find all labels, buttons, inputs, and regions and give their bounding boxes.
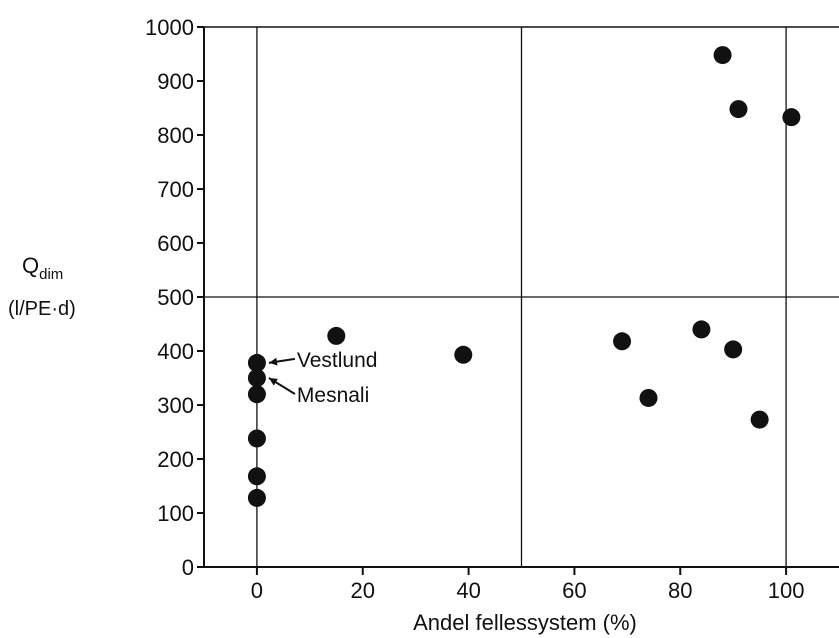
data-point bbox=[247, 429, 266, 448]
y-tick-label: 900 bbox=[157, 69, 194, 94]
annotation-arrowhead bbox=[268, 378, 278, 386]
x-tick-label: 80 bbox=[668, 578, 692, 603]
data-point bbox=[247, 353, 266, 372]
data-point bbox=[247, 467, 266, 486]
y-tick-label: 800 bbox=[157, 123, 194, 148]
data-point bbox=[692, 320, 711, 339]
axes bbox=[197, 26, 839, 575]
x-axis-title: Andel fellessystem (%) bbox=[413, 610, 637, 635]
data-point bbox=[729, 100, 748, 119]
y-tick-label: 600 bbox=[157, 231, 194, 256]
data-point bbox=[247, 488, 266, 507]
data-point bbox=[247, 369, 266, 387]
data-point bbox=[782, 108, 801, 127]
y-tick-label: 300 bbox=[157, 393, 194, 418]
x-tick-label: 0 bbox=[251, 578, 263, 603]
annotations: Vestlund Mesnali bbox=[268, 349, 378, 407]
data-point bbox=[750, 410, 769, 429]
y-tick-label: 1000 bbox=[145, 15, 194, 40]
y-tick-label: 700 bbox=[157, 177, 194, 202]
annotation-label: Vestlund bbox=[297, 349, 378, 372]
data-point bbox=[454, 345, 473, 364]
y-tick-label: 0 bbox=[182, 555, 194, 580]
y-axis-unit: (l/PE·d) bbox=[8, 298, 76, 320]
tick-labels: 0 100 200 300 400 500 600 700 800 900 1000 0 20 40 60 8… bbox=[145, 15, 804, 603]
data-point bbox=[713, 46, 732, 65]
y-tick-label: 400 bbox=[157, 339, 194, 364]
data-points bbox=[247, 46, 801, 507]
y-axis-title-subscript: dim bbox=[39, 266, 63, 283]
annotation-arrowhead bbox=[268, 357, 278, 366]
y-tick-label: 100 bbox=[157, 501, 194, 526]
data-point bbox=[724, 340, 743, 359]
y-axis-title: Qdim bbox=[22, 253, 63, 283]
x-tick-label: 100 bbox=[768, 578, 805, 603]
x-tick-label: 60 bbox=[562, 578, 586, 603]
data-point bbox=[639, 388, 658, 407]
data-point bbox=[247, 385, 266, 404]
x-tick-label: 40 bbox=[456, 578, 480, 603]
y-axis-title-main: Q bbox=[22, 253, 39, 278]
data-point bbox=[327, 326, 346, 345]
x-tick-label: 20 bbox=[351, 578, 375, 603]
y-tick-label: 500 bbox=[157, 285, 194, 310]
annotation-label: Mesnali bbox=[297, 384, 369, 407]
data-point bbox=[613, 332, 632, 351]
y-tick-label: 200 bbox=[157, 447, 194, 472]
